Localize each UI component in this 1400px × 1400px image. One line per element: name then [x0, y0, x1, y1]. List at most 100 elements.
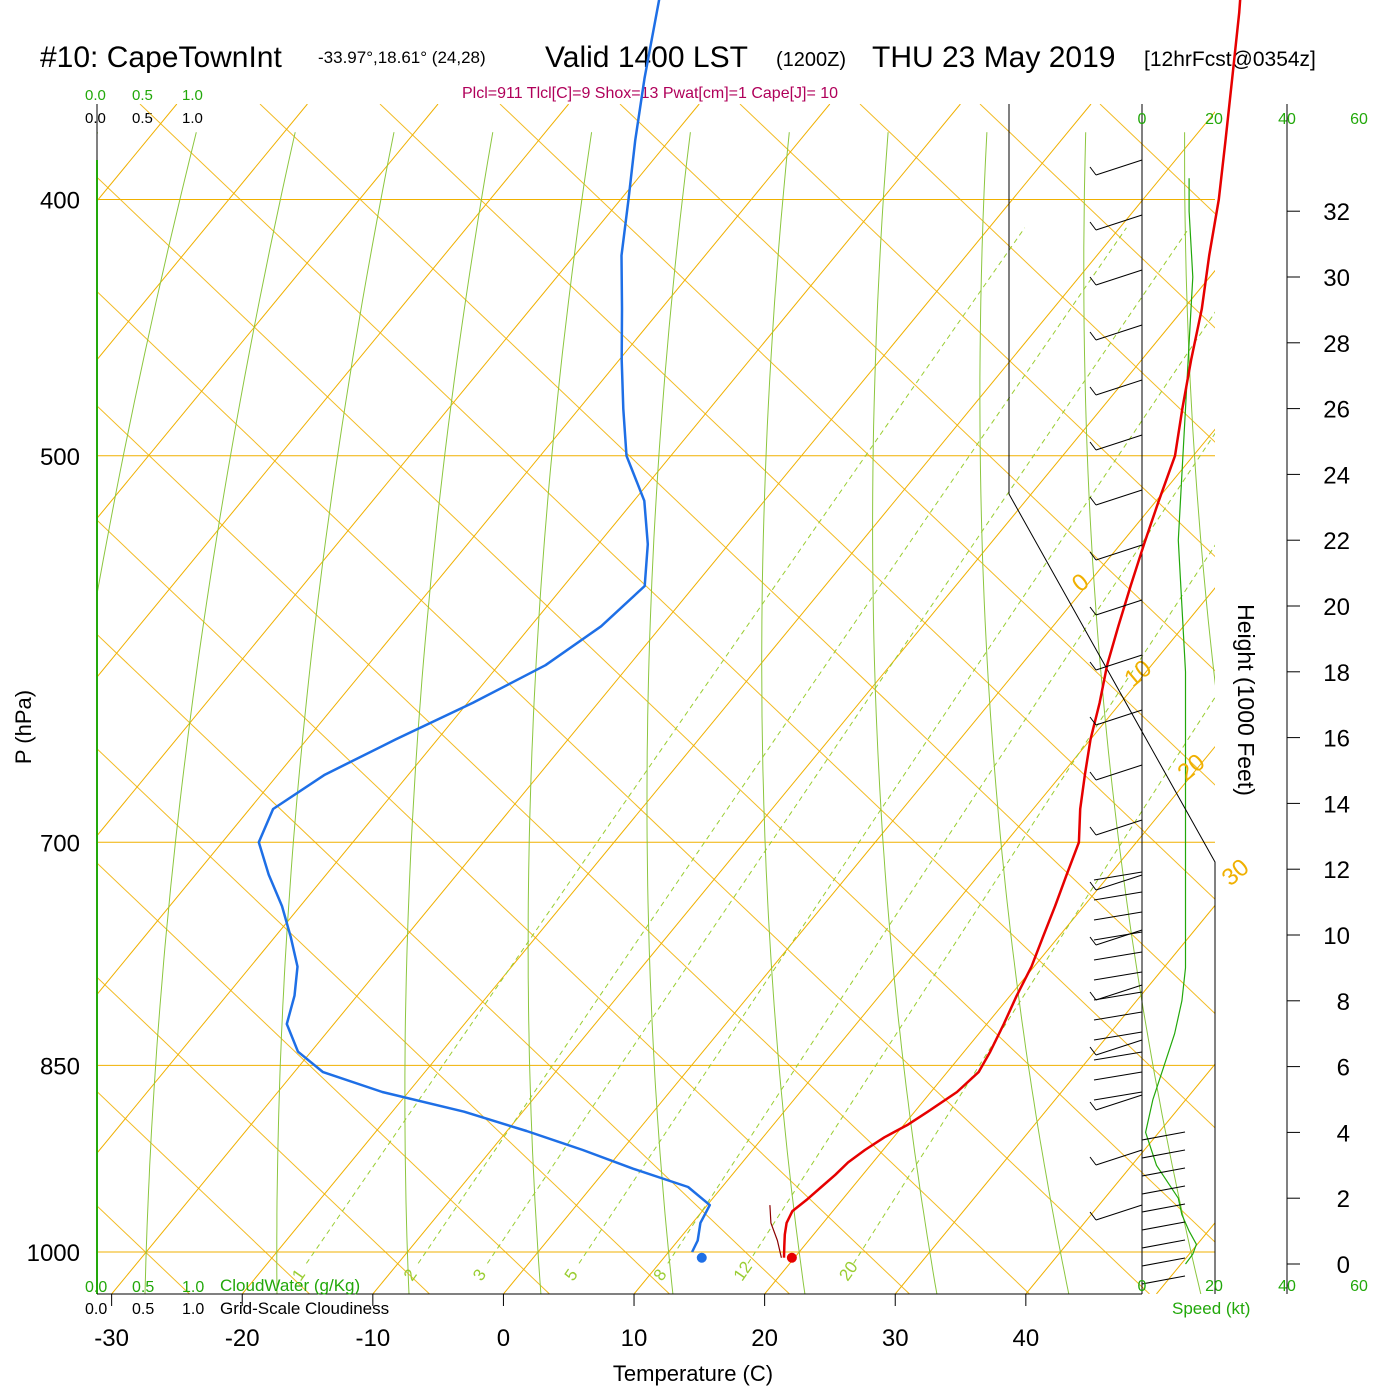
height-tick-20: 20 [1323, 594, 1350, 621]
height-tick-4: 4 [1337, 1120, 1350, 1147]
wind-barb [1089, 929, 1143, 946]
wind-barb-shaft [1095, 1149, 1143, 1166]
temp-tick--30: -30 [94, 1325, 129, 1352]
wind-barb-shaft [1095, 1039, 1143, 1056]
wind-barb [1089, 654, 1143, 671]
mixing-ratio-20 [853, 696, 1215, 1264]
wind-barb-surface [1141, 1167, 1186, 1177]
cloudwater-label: CloudWater (g/Kg) [220, 1276, 360, 1295]
speed-scale-top: 0 20 40 60 [1138, 111, 1368, 128]
wind-barb-low [1093, 911, 1143, 921]
surface-dewpoint-dot [696, 1252, 707, 1263]
diagonal-grid-line [139, 104, 1215, 1129]
wind-barb [1089, 709, 1143, 726]
mixing-ratio-2 [417, 227, 1127, 1264]
speed-bottom-0: 0 [1138, 1278, 1147, 1295]
height-axis-title: Height (1000 Feet) [1233, 604, 1259, 796]
height-tick-0: 0 [1337, 1252, 1350, 1279]
speed-top-0: 0 [1138, 111, 1147, 128]
speed-bottom-20: 20 [1205, 1278, 1223, 1295]
mixing-ratio-8 [667, 432, 1215, 1264]
diagonal-grid-line [97, 290, 1150, 1294]
height-tick-2: 2 [1337, 1186, 1350, 1213]
wind-barb-low [1093, 1011, 1143, 1021]
temp-tick-0: 0 [497, 1325, 510, 1352]
station-coords: -33.97°,18.61° (24,28) [318, 48, 486, 67]
diagonal-grid-line [619, 104, 1215, 672]
wind-barb-shaft [1095, 1204, 1143, 1221]
mixing-ratio-label-20: 20 [835, 1258, 861, 1284]
wind-barb [1089, 1149, 1143, 1166]
pressure-tick-400: 400 [40, 187, 80, 214]
y-axis-title: P (hPa) [11, 690, 36, 764]
wind-barb-flag [1089, 1211, 1097, 1221]
isotherm--50 [97, 104, 831, 996]
bottom-scale-green-1: 0.5 [132, 1279, 154, 1296]
pressure-tick-850: 850 [40, 1053, 80, 1080]
mixing-ratio-label-8: 8 [650, 1266, 671, 1285]
wind-barb-low [1093, 991, 1143, 1001]
diagonal-grid-line [97, 976, 430, 1294]
diagonal-grid-line [97, 176, 1215, 1243]
wind-barb-low [1093, 951, 1143, 961]
wind-barb-shaft [1095, 709, 1143, 726]
wind-barb-low [1093, 891, 1143, 901]
wind-barb-flag [1089, 771, 1097, 781]
height-tick-16: 16 [1323, 726, 1350, 753]
right-isotherm-label-0: 0 [1067, 568, 1095, 597]
wind-barb [1089, 1039, 1143, 1056]
wind-barbs [1089, 159, 1186, 1285]
wind-barb [1089, 434, 1143, 451]
wind-barb [1089, 764, 1143, 781]
wind-speed-line [1144, 178, 1198, 1265]
isotherm--80 [97, 104, 439, 520]
dry-adiabat-50 [1083, 132, 1202, 1294]
speed-axis-label: Speed (kt) [1172, 1299, 1250, 1318]
wind-barb [1089, 214, 1143, 231]
wind-barb [1089, 159, 1143, 176]
wind-barb [1089, 874, 1143, 891]
dry-adiabat--20 [276, 132, 395, 1294]
wind-barb-shaft [1095, 984, 1143, 1001]
height-tick-10: 10 [1323, 923, 1350, 950]
wind-barb-flag [1089, 1101, 1097, 1111]
dry-adiabat-60 [1184, 132, 1215, 686]
height-tick-8: 8 [1337, 989, 1350, 1016]
cloudiness-label: Grid-Scale Cloudiness [220, 1299, 389, 1318]
wind-barb-flag [1089, 661, 1097, 671]
top-scale-green-0: 0.0 [85, 87, 106, 104]
diagonal-grid-line [97, 1090, 310, 1294]
bottom-scale-black-2: 1.0 [182, 1301, 204, 1318]
wind-barb-flag [1089, 221, 1097, 231]
isotherm--70 [97, 104, 569, 678]
wind-barb-flag [1089, 496, 1097, 506]
wind-barb [1089, 379, 1143, 396]
temp-tick-30: 30 [882, 1325, 909, 1352]
surface-temperature-dot [786, 1252, 797, 1263]
dry-adiabat-40 [979, 132, 1070, 1294]
dry-adiabat-0 [527, 132, 593, 1294]
sounding-curves [257, 0, 1242, 1263]
top-scale-black-1: 0.5 [132, 110, 153, 127]
height-tick-14: 14 [1323, 791, 1350, 818]
pressure-tick-700: 700 [40, 830, 80, 857]
dry-adiabat--30 [144, 132, 296, 1294]
diagonal-grid-line [97, 862, 550, 1294]
station-title: #10: CapeTownInt [40, 41, 282, 74]
wind-barb-shaft [1095, 214, 1143, 231]
wind-barb-surface [1141, 1203, 1186, 1213]
wind-barb-shaft [1095, 324, 1143, 341]
isotherm--20 [241, 111, 1215, 1294]
wind-barb-flag [1089, 276, 1097, 286]
speed-top-20: 20 [1205, 111, 1223, 128]
wind-barb-flag [1089, 166, 1097, 176]
top-scale-green-2: 1.0 [182, 87, 203, 104]
dry-adiabat-80 [1382, 132, 1400, 1294]
dry-adiabat-10 [646, 132, 691, 1294]
mixing-ratio-label-2: 2 [400, 1266, 421, 1285]
right-isotherm-label-30: 30 [1217, 854, 1255, 892]
top-scale-black-2: 1.0 [182, 110, 203, 127]
wind-barb [1089, 984, 1143, 1001]
isotherm-0 [503, 428, 1215, 1294]
parcel-path [769, 1205, 782, 1258]
